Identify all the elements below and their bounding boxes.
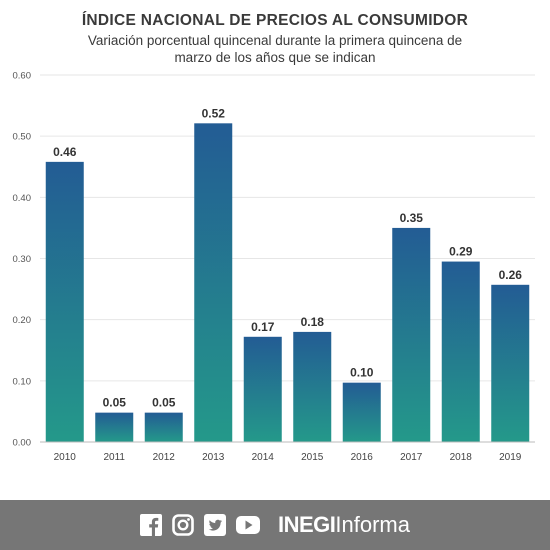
gridlines [40,74,535,382]
x-tick-label: 2011 [103,452,125,463]
brand-bold-text: INEGI [278,512,336,537]
data-labels: 0.46 0.05 0.05 0.52 0.17 0.18 0.10 0.35 0.29 0.26 [53,106,522,409]
brand-light-text: Informa [335,512,410,537]
bar-2015 [293,331,332,442]
youtube-icon[interactable] [236,514,260,536]
subtitle-line-1: Variación porcentual quincenal durante l… [87,33,463,48]
bar-2013 [194,123,233,443]
data-label-2019: 0.26 [499,268,523,282]
data-label-2017: 0.35 [400,211,424,225]
x-tick-label: 2019 [499,452,522,463]
x-tick-label: 2016 [351,452,374,463]
data-label-2010: 0.46 [53,145,77,159]
social-icons [140,514,260,536]
bar-2019 [491,284,530,442]
subtitle-line-2: marzo de los años que se indican [174,50,376,65]
instagram-icon[interactable] [172,514,194,536]
bars [45,123,530,443]
data-label-2011: 0.05 [103,396,127,410]
y-tick-label: 0.40 [13,193,32,204]
bar-chart: 0.00 0.10 0.20 0.30 0.40 0.50 0.60 0.46 0.05 0.0… [13,71,535,463]
data-label-2016: 0.10 [350,366,374,380]
bar-2017 [392,227,431,442]
x-tick-label: 2015 [301,452,324,463]
y-axis-ticks: 0.00 0.10 0.20 0.30 0.40 0.50 0.60 [13,71,32,449]
data-label-2015: 0.18 [301,315,325,329]
bar-2018 [441,261,480,442]
chart-subtitle: Variación porcentual quincenal durante l… [60,32,490,66]
y-tick-label: 0.30 [13,254,32,265]
y-tick-label: 0.00 [13,438,32,449]
data-label-2013: 0.52 [202,106,226,120]
footer-bar: INEGI Informa [0,500,550,550]
bar-2016 [342,382,381,442]
x-tick-label: 2018 [450,452,473,463]
x-tick-label: 2013 [202,452,225,463]
y-tick-label: 0.20 [13,315,32,326]
chart-title: ÍNDICE NACIONAL DE PRECIOS AL CONSUMIDOR [81,12,469,29]
facebook-icon[interactable] [140,514,162,536]
twitter-icon[interactable] [204,514,226,536]
bar-2011 [95,412,134,442]
x-tick-label: 2012 [153,452,176,463]
y-tick-label: 0.10 [13,376,32,387]
bar-2012 [144,412,183,442]
y-tick-label: 0.50 [13,132,32,143]
data-label-2018: 0.29 [449,245,473,259]
x-axis-ticks: 2010 2011 2012 2013 2014 2015 2016 2017 2018 2019 [54,452,522,463]
inegi-informa-logo: INEGI Informa [278,512,410,538]
bar-2010 [45,161,84,442]
data-label-2014: 0.17 [251,320,275,334]
x-tick-label: 2017 [400,452,423,463]
data-label-2012: 0.05 [152,396,176,410]
y-tick-label: 0.60 [13,71,32,82]
x-tick-label: 2014 [252,452,275,463]
bar-2014 [243,336,282,442]
x-tick-label: 2010 [54,452,77,463]
